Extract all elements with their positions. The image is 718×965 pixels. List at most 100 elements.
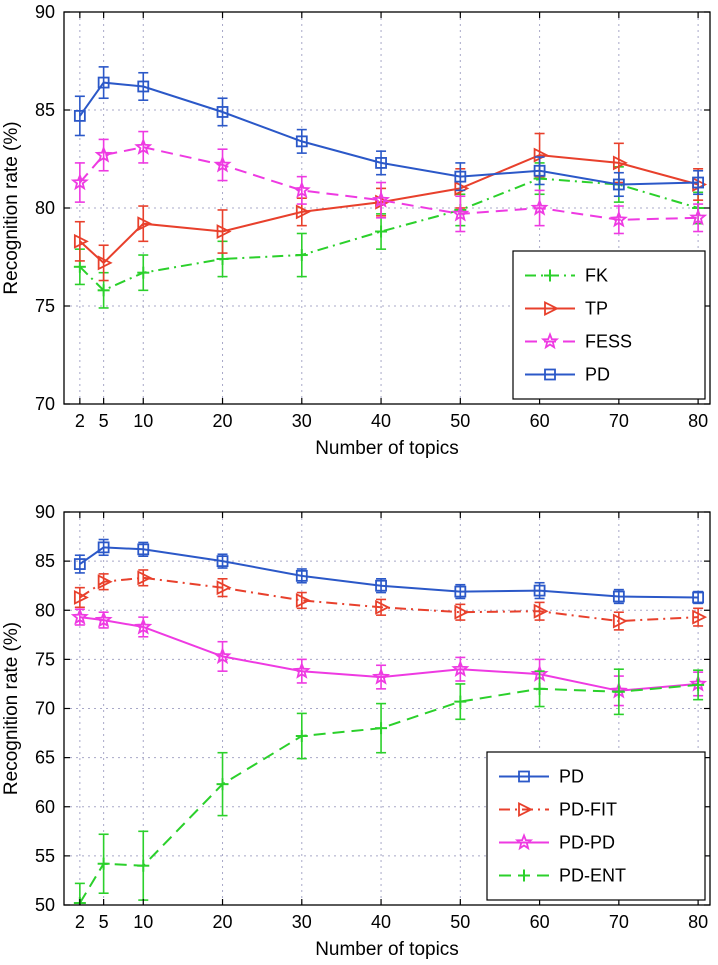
x-tick-label: 80 [688, 912, 708, 932]
triangle-right-marker [375, 599, 391, 615]
square-marker [137, 543, 150, 556]
legend-label: PD-PD [559, 833, 615, 853]
y-tick-label: 80 [35, 198, 55, 218]
plot-area [70, 538, 708, 905]
star-marker [609, 210, 628, 228]
x-tick-label: 30 [292, 912, 312, 932]
chart-svg: 2 5 10 20 30 40 50 60 70 80 70 75 80 85 90 Number of to… [1, 2, 711, 459]
star-marker [94, 610, 113, 628]
square-marker [137, 80, 150, 93]
legend-label: FK [585, 266, 608, 286]
series-pd [73, 66, 705, 198]
triangle-right-marker [73, 233, 89, 249]
star-marker [70, 607, 89, 625]
legend-entry: TP [525, 299, 608, 319]
y-tick-label: 55 [35, 846, 55, 866]
triangle-right-marker [295, 204, 311, 220]
x-tick-label: 80 [688, 411, 708, 431]
y-axis-label: Recognition rate (%) [1, 121, 22, 294]
triangle-right-marker [216, 580, 232, 596]
y-tick-label: 75 [35, 296, 55, 316]
x-tick-label: 60 [530, 411, 550, 431]
triangle-right-marker [97, 574, 113, 590]
x-tick-label: 70 [609, 411, 629, 431]
star-marker [451, 204, 470, 222]
x-axis-label: Number of topics [315, 438, 459, 459]
triangle-right-marker [533, 147, 549, 163]
x-tick-label: 20 [213, 411, 233, 431]
square-marker [692, 591, 705, 604]
square-marker [216, 106, 229, 118]
square-marker [295, 135, 308, 148]
series-pd-ent [73, 668, 705, 905]
triangle-right-marker [518, 802, 534, 817]
legend: FK TP FESS PD [512, 250, 706, 400]
x-tick-label: 50 [450, 912, 470, 932]
y-tick-label: 65 [35, 748, 55, 768]
triangle-right-marker [216, 224, 232, 239]
y-tick-label: 50 [35, 895, 55, 915]
square-marker [518, 770, 530, 783]
x-tick-label: 60 [530, 912, 550, 932]
x-tick-label: 10 [133, 912, 153, 932]
series-fess [70, 130, 708, 235]
triangle-right-marker [454, 604, 470, 620]
square-marker [97, 76, 110, 89]
legend-label: PD [585, 365, 610, 385]
series-pd-fit [73, 569, 708, 631]
legend-entry: PD-PD [499, 833, 615, 853]
x-axis-label: Number of topics [315, 939, 459, 960]
y-tick-label: 60 [35, 797, 55, 817]
y-tick-label: 70 [35, 699, 55, 719]
square-marker [375, 157, 387, 169]
bottom-chart: 2 5 10 20 30 40 50 60 70 80 50 55 60 65 70 75 80 85 90 Numb… [0, 475, 718, 965]
legend-entry: FK [525, 266, 608, 286]
square-marker [544, 368, 556, 381]
star-marker [134, 137, 153, 155]
square-marker [295, 569, 308, 582]
square-marker [73, 109, 86, 122]
x-tick-label: 10 [133, 411, 153, 431]
square-marker [533, 164, 546, 177]
y-tick-label: 85 [35, 551, 55, 571]
triangle-right-marker [692, 609, 708, 625]
x-tick-label: 2 [75, 411, 85, 431]
x-tick-label: 40 [371, 912, 391, 932]
square-marker [612, 178, 625, 191]
square-marker [692, 176, 705, 189]
star-marker [94, 145, 113, 163]
star-marker [372, 190, 391, 208]
triangle-right-marker [544, 301, 560, 316]
legend-entry: PD [525, 365, 610, 385]
y-tick-label: 75 [35, 649, 55, 669]
star-marker [134, 617, 153, 635]
tick-marks [64, 11, 710, 405]
square-marker [73, 558, 86, 570]
square-marker [375, 579, 387, 592]
legend-label: TP [585, 299, 608, 319]
star-marker [213, 155, 232, 173]
x-tick-label: 2 [75, 912, 85, 932]
star-marker [372, 667, 391, 685]
triangle-right-marker [454, 180, 470, 196]
star-marker [292, 661, 311, 679]
legend-entry: PD-ENT [499, 866, 626, 886]
triangle-right-marker [137, 570, 153, 586]
y-axis-label: Recognition rate (%) [1, 622, 22, 795]
square-marker [97, 541, 110, 554]
triangle-right-marker [73, 590, 89, 605]
square-marker [454, 170, 467, 183]
square-marker [216, 555, 229, 568]
star-marker [292, 180, 311, 199]
chart-svg: 2 5 10 20 30 40 50 60 70 80 50 55 60 65 70 75 80 85 90 Numb… [1, 502, 711, 960]
triangle-right-marker [533, 603, 549, 619]
legend-label: PD [559, 767, 584, 787]
top-chart: 2 5 10 20 30 40 50 60 70 80 70 75 80 85 90 Number of to… [0, 0, 718, 475]
y-tick-label: 90 [35, 2, 55, 22]
triangle-right-marker [612, 613, 628, 629]
legend: PD PD-FIT PD-PD PD-ENT [486, 751, 706, 901]
triangle-right-marker [97, 255, 113, 271]
star-marker [70, 172, 89, 191]
star-marker [213, 646, 232, 665]
